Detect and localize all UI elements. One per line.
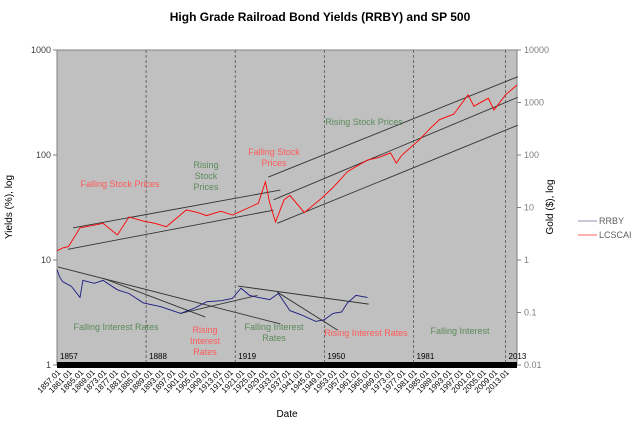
right-tick-label: 0.01 [524, 360, 542, 370]
period-label: 1857 [60, 352, 78, 361]
period-label: 2013 [509, 352, 527, 361]
annotation: Rising Stock Prices [325, 117, 403, 127]
plot-area [56, 49, 518, 365]
annotation-line: Rising [193, 160, 218, 170]
annotation-line: Rising Interest Rates [324, 328, 408, 338]
trend-line [238, 285, 369, 305]
annotation: Rising Stock Prices [193, 160, 219, 192]
period-label: 1950 [327, 352, 345, 361]
annotation-line: Prices [261, 158, 287, 168]
right-tick-label: 1 [524, 255, 529, 265]
left-tick-label: 1000 [31, 45, 51, 55]
annotation-line: Falling Interest [430, 326, 490, 336]
period-label: 1981 [417, 352, 435, 361]
annotation: Rising Interest Rates [324, 328, 408, 338]
annotation-line: Prices [193, 182, 219, 192]
trend-line [73, 189, 281, 229]
right-tick-label: 10000 [524, 45, 549, 55]
timeline-bar [57, 362, 517, 368]
annotation-line: Rising Stock Prices [325, 117, 403, 127]
left-tick-label: 100 [36, 150, 51, 160]
trend-line [276, 291, 338, 331]
right-tick-label: 0.1 [524, 308, 537, 318]
right-tick-label: 10 [524, 203, 534, 213]
right-tick-label: 100 [524, 150, 539, 160]
legend: RRBY LCSCAI [578, 216, 632, 240]
y-axis-label-right: Gold ($), log [545, 179, 556, 234]
annotation-line: Falling Stock [248, 147, 300, 157]
annotation-line: Falling Stock Prices [80, 179, 160, 189]
series-line-lcscai [56, 84, 518, 252]
annotation-line: Rates [193, 347, 217, 357]
annotation: Falling Interest Rates [244, 322, 304, 343]
annotation-line: Rising [192, 325, 217, 335]
left-tick-label: 10 [41, 255, 51, 265]
annotation-line: Falling Interest [244, 322, 304, 332]
legend-label-lcscai: LCSCAI [599, 230, 632, 240]
annotation: Falling Interest Rates [73, 322, 159, 332]
legend-label-rrby: RRBY [599, 216, 624, 226]
trend-line [67, 209, 274, 250]
trend-line [277, 124, 519, 224]
right-tick-label: 1000 [524, 98, 544, 108]
trend-line [180, 294, 258, 314]
trend-line [273, 96, 519, 201]
annotation: Rising Interest Rates [190, 325, 221, 357]
annotation-line: Interest [190, 336, 221, 346]
annotation: Falling Stock Prices [248, 147, 300, 168]
annotation: Falling Stock Prices [80, 179, 160, 189]
trend-line [57, 266, 281, 325]
annotation-line: Stock [195, 171, 218, 181]
chart-title: High Grade Railroad Bond Yields (RRBY) a… [170, 10, 471, 24]
period-label: 1919 [238, 352, 256, 361]
annotation-line: Falling Interest Rates [73, 322, 159, 332]
x-axis-label: Date [276, 409, 298, 420]
annotation-line: Rates [262, 333, 286, 343]
trend-line [268, 76, 519, 178]
period-label: 1888 [149, 352, 167, 361]
series-line-rrby [56, 269, 368, 322]
left-tick-label: 1 [46, 360, 51, 370]
y-axis-label-left: Yields (%), log [4, 175, 15, 239]
annotation: Falling Interest [430, 326, 490, 336]
